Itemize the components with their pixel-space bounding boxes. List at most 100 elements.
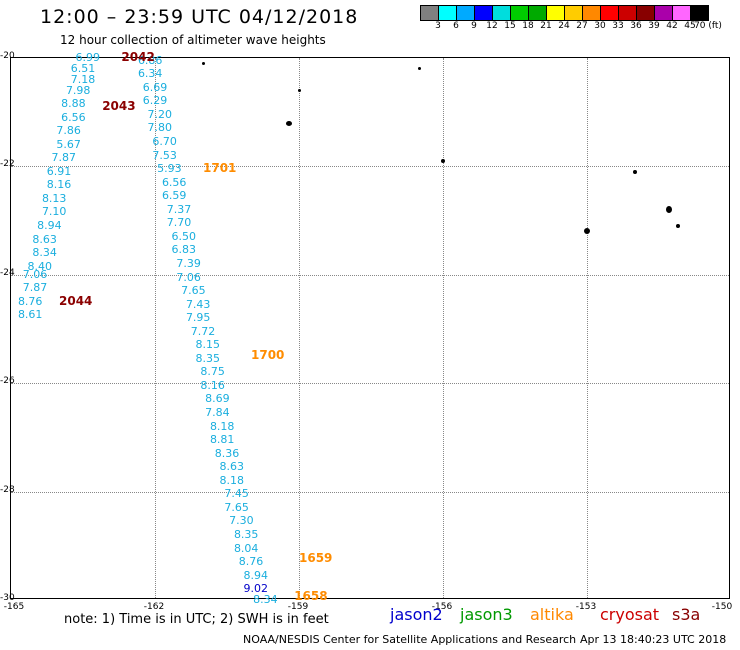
legend-label: 24: [558, 21, 570, 31]
wave-height-value: 6.86: [137, 53, 163, 67]
legend-swatch: [528, 5, 547, 21]
footer-note: note: 1) Time is in UTC; 2) SWH is in fe…: [64, 612, 329, 627]
wave-height-value: 7.65: [224, 500, 249, 514]
pass-time-label: 1700: [251, 348, 285, 363]
pass-time-label: 2042: [121, 50, 155, 64]
legend-label: 36: [630, 21, 642, 31]
wave-height-value: 6.83: [171, 243, 197, 257]
wave-height-value: 7.39: [176, 256, 201, 270]
wave-height-value: 7.18: [70, 72, 96, 86]
wave-height-value: 6.70: [152, 135, 177, 148]
wave-height-value: 8.16: [46, 178, 72, 192]
x-tick-label: -156: [431, 602, 453, 612]
wave-height-value: 6.56: [161, 175, 187, 189]
legend-label: 12: [486, 21, 498, 31]
wave-height-value: 7.30: [229, 514, 254, 528]
legend-swatch: [582, 5, 601, 21]
wave-height-value: 5.67: [56, 137, 81, 151]
wave-height-value: 7.45: [224, 487, 249, 501]
wave-height-value: 6.99: [75, 51, 101, 64]
wave-height-value: 8.04: [233, 541, 259, 555]
wave-height-value: 5.93: [157, 162, 182, 176]
legend-label: 27: [576, 21, 588, 31]
wave-height-value: 7.37: [166, 202, 192, 216]
wave-height-value: 6.69: [142, 80, 168, 94]
map-title: 12:00 – 23:59 UTC 04/12/2018: [40, 6, 359, 28]
wave-height-value: 8.18: [219, 473, 245, 487]
wave-height-value: 7.80: [147, 121, 173, 135]
legend-swatch: [690, 5, 709, 21]
wave-height-value: 8.34: [253, 593, 278, 606]
map-plot-area: 6.99 6.51 7.18 7.98 8.88 6.56 7.86 5.67 7.87 6.91…: [10, 50, 730, 606]
pass-time-label: 2044: [59, 293, 93, 308]
pass-time-label: 2043: [102, 98, 136, 113]
wave-height-value: 8.18: [209, 419, 235, 433]
satellite-label-s3a: s3a: [672, 605, 701, 624]
legend-label: 33: [612, 21, 624, 31]
island-marker: [286, 120, 293, 126]
legend-label: 39: [648, 21, 660, 31]
wave-height-value: 7.10: [41, 205, 67, 219]
wave-height-value: 8.35: [195, 351, 221, 365]
wave-height-value: 8.76: [17, 294, 43, 308]
wave-height-value: 8.36: [214, 446, 240, 460]
wave-height-value: 6.51: [70, 61, 96, 75]
wave-height-value: 6.56: [61, 110, 86, 124]
pass-time-label: 1659: [299, 551, 333, 566]
wave-height-value: 6.50: [171, 229, 197, 243]
wave-height-value: 6.91: [46, 164, 72, 178]
legend-label: 45: [684, 21, 696, 31]
wave-height-value: 7.95: [185, 311, 211, 325]
island-marker: [297, 89, 301, 93]
wave-height-value: 7.65: [181, 284, 206, 298]
legend-label: 15: [504, 21, 516, 31]
satellite-label-jason2: jason2: [390, 605, 443, 624]
wave-height-value: 9.02: [243, 582, 269, 596]
wave-height-value: 6.29: [142, 94, 168, 108]
wave-height-value: 8.69: [205, 392, 230, 406]
wave-height-value: 7.06: [22, 267, 48, 281]
wave-height-value: 8.63: [219, 460, 245, 474]
wave-height-value: 6.34: [137, 67, 163, 81]
wave-height-value: 7.87: [51, 151, 77, 165]
wave-height-value: 7.86: [56, 124, 81, 138]
legend-swatch: [636, 5, 655, 21]
legend-swatch: [438, 5, 457, 21]
y-tick-label: -26: [0, 376, 15, 387]
color-legend: [420, 5, 709, 21]
legend-label: 30: [594, 21, 606, 31]
gridline-vertical: [443, 58, 444, 598]
x-tick-label: -165: [3, 602, 25, 612]
legend-label: 9: [471, 21, 477, 31]
y-tick-label: -22: [0, 159, 15, 170]
wave-height-value: 8.16: [200, 378, 225, 392]
map-subtitle: 12 hour collection of altimeter wave hei…: [60, 33, 326, 47]
wave-height-value: 8.88: [61, 97, 86, 111]
y-tick-label: -24: [0, 267, 15, 278]
legend-swatch: [600, 5, 619, 21]
wave-height-value: 8.94: [243, 568, 269, 582]
satellite-label-jason3: jason3: [460, 605, 513, 624]
island-marker: [665, 206, 672, 214]
island-marker: [676, 224, 681, 229]
legend-swatch: [672, 5, 691, 21]
gridline-horizontal: [11, 491, 729, 493]
y-tick-label: -28: [0, 484, 15, 495]
pass-time-label: 1658: [294, 589, 328, 604]
wave-height-value: 7.72: [190, 324, 216, 338]
wave-height-value: 8.35: [233, 527, 259, 541]
wave-height-value: 7.70: [166, 216, 192, 230]
legend-label: 3: [435, 21, 441, 31]
legend-swatch: [456, 5, 475, 21]
island-marker: [201, 61, 205, 65]
wave-height-value: 8.15: [195, 338, 221, 352]
legend-swatch: [492, 5, 511, 21]
island-marker: [417, 67, 421, 71]
pass-time-label: 1701: [203, 161, 237, 176]
credit-text: NOAA/NESDIS Center for Satellite Applica…: [243, 633, 577, 646]
legend-label: 42: [666, 21, 678, 31]
gridline-vertical: [587, 58, 588, 598]
legend-label: 21: [540, 21, 552, 31]
legend-label: 6: [453, 21, 459, 31]
gridline-horizontal: [11, 166, 729, 168]
